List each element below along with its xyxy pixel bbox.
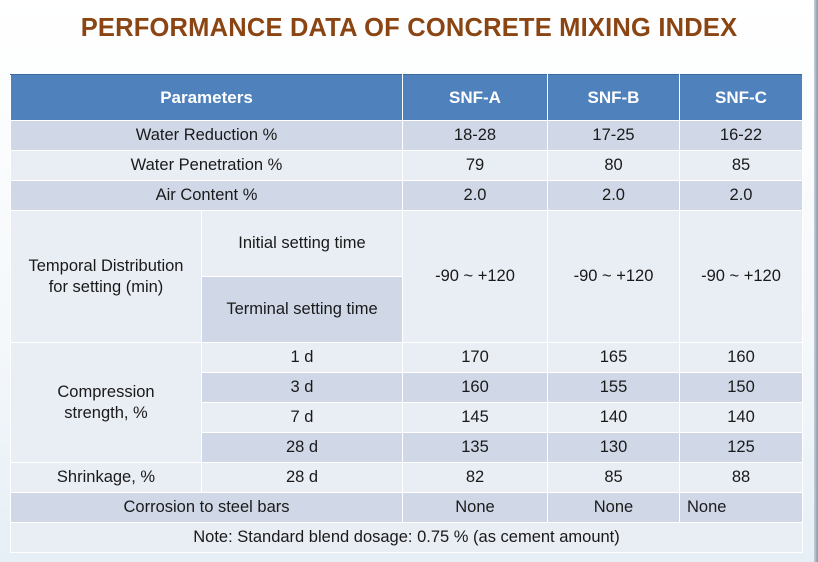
water-penetration-label: Water Penetration %: [10, 150, 403, 181]
setting-label: Temporal Distribution for setting (min): [10, 210, 202, 343]
corrosion-a: None: [402, 492, 548, 523]
initial-setting-label: Initial setting time: [201, 210, 403, 277]
corrosion-c: None: [679, 492, 803, 523]
table-row: Temporal Distribution for setting (min) …: [10, 210, 803, 343]
shrinkage-label: Shrinkage, %: [10, 462, 202, 493]
header-snf-c: SNF-C: [679, 74, 803, 121]
compression-b: 140: [547, 402, 680, 433]
table-row: Shrinkage, % 28 d 82 85 88: [10, 462, 803, 493]
setting-label-line2: for setting (min): [48, 277, 164, 296]
air-content-c: 2.0: [679, 180, 803, 211]
compression-a: 170: [402, 342, 548, 373]
page-title: PERFORMANCE DATA OF CONCRETE MIXING INDE…: [80, 14, 738, 42]
water-reduction-a: 18-28: [402, 120, 548, 151]
header-snf-a: SNF-A: [402, 74, 548, 121]
compression-age: 3 d: [201, 372, 403, 403]
compression-age: 1 d: [201, 342, 403, 373]
header-snf-b: SNF-B: [547, 74, 680, 121]
table-row: Compression strength, % 1 d 170 165 160: [10, 342, 803, 463]
header-row: Parameters SNF-A SNF-B SNF-C: [10, 74, 803, 121]
water-reduction-b: 17-25: [547, 120, 680, 151]
compression-a: 145: [402, 402, 548, 433]
water-penetration-b: 80: [547, 150, 680, 181]
compression-label-line1: Compression: [57, 382, 155, 401]
air-content-label: Air Content %: [10, 180, 403, 211]
compression-c: 150: [679, 372, 803, 403]
header-parameters: Parameters: [10, 74, 403, 121]
setting-label-line1: Temporal Distribution: [28, 256, 184, 275]
compression-c: 125: [679, 432, 803, 463]
table-row: Terminal setting time: [11, 276, 803, 343]
table-row: Water Penetration % 79 80 85: [10, 150, 803, 181]
shrinkage-c: 88: [679, 462, 803, 493]
dosage-note: Note: Standard blend dosage: 0.75 % (as …: [10, 522, 803, 553]
air-content-b: 2.0: [547, 180, 680, 211]
shrinkage-age: 28 d: [201, 462, 403, 493]
corrosion-b: None: [547, 492, 680, 523]
compression-c: 160: [679, 342, 803, 373]
air-content-a: 2.0: [402, 180, 548, 211]
table-row: Corrosion to steel bars None None None: [10, 492, 803, 523]
setting-a: -90 ~ +120: [402, 210, 548, 343]
setting-b: -90 ~ +120: [547, 210, 680, 343]
water-penetration-c: 85: [679, 150, 803, 181]
compression-b: 155: [547, 372, 680, 403]
setting-c: -90 ~ +120: [679, 210, 803, 343]
compression-age: 28 d: [201, 432, 403, 463]
shrinkage-a: 82: [402, 462, 548, 493]
shrinkage-b: 85: [547, 462, 680, 493]
water-reduction-label: Water Reduction %: [10, 120, 403, 151]
water-penetration-a: 79: [402, 150, 548, 181]
performance-table: Parameters SNF-A SNF-B SNF-C Water Reduc…: [10, 74, 803, 553]
compression-b: 165: [547, 342, 680, 373]
terminal-setting-label: Terminal setting time: [201, 276, 403, 343]
compression-age: 7 d: [201, 402, 403, 433]
slide-edge: [814, 0, 818, 562]
compression-label: Compression strength, %: [10, 342, 202, 463]
compression-b: 130: [547, 432, 680, 463]
water-reduction-c: 16-22: [679, 120, 803, 151]
compression-c: 140: [679, 402, 803, 433]
table-row: Water Reduction % 18-28 17-25 16-22: [10, 120, 803, 151]
compression-a: 135: [402, 432, 548, 463]
note-row: Note: Standard blend dosage: 0.75 % (as …: [10, 522, 803, 553]
compression-a: 160: [402, 372, 548, 403]
table-row: Air Content % 2.0 2.0 2.0: [10, 180, 803, 211]
compression-label-line2: strength, %: [64, 403, 148, 422]
corrosion-label: Corrosion to steel bars: [10, 492, 403, 523]
